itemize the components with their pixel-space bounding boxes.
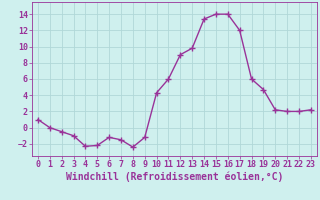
X-axis label: Windchill (Refroidissement éolien,°C): Windchill (Refroidissement éolien,°C)	[66, 172, 283, 182]
